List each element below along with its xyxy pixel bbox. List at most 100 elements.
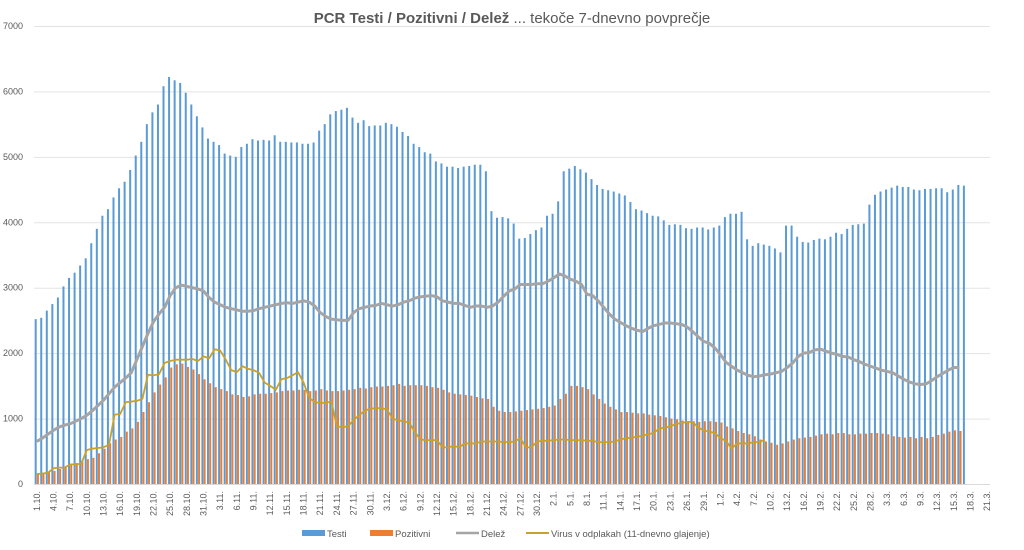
bar-pozitivni (236, 395, 239, 484)
bar-pozitivni (136, 421, 139, 484)
bar-pozitivni (709, 421, 712, 484)
legend-label: Pozitivni (395, 529, 430, 540)
bar-pozitivni (898, 436, 901, 484)
bar-testi (334, 111, 337, 484)
bar-testi (768, 245, 771, 484)
bar-pozitivni (653, 415, 656, 484)
x-tick-label: 21.11. (315, 491, 325, 515)
bar-pozitivni (364, 388, 367, 484)
x-tick-label: 25.2. (849, 491, 859, 511)
x-tick-label: 15.11. (282, 491, 292, 515)
bar-pozitivni (642, 413, 645, 484)
bar-testi (229, 155, 232, 485)
bar-pozitivni (281, 391, 284, 484)
bar-testi (629, 202, 632, 484)
bar-pozitivni (759, 439, 762, 484)
bar-pozitivni (175, 364, 178, 484)
bar-testi (484, 171, 487, 484)
bar-testi (362, 120, 365, 484)
x-tick-label: 16.10. (115, 491, 125, 516)
bar-testi (918, 190, 921, 485)
lines (36, 272, 960, 476)
bar-pozitivni (225, 391, 228, 484)
bar-pozitivni (698, 421, 701, 484)
bar-testi (835, 232, 838, 484)
bar-pozitivni (459, 394, 462, 484)
bars (34, 77, 965, 485)
bar-pozitivni (731, 428, 734, 484)
bar-testi (712, 227, 715, 484)
bar-testi (84, 258, 87, 484)
bar-pozitivni (765, 441, 767, 484)
bar-testi (218, 145, 221, 484)
bar-pozitivni (681, 420, 684, 484)
x-tick-label: 11.1. (599, 491, 609, 510)
bar-testi (34, 319, 37, 484)
x-tick-label: 29.1. (699, 491, 709, 511)
bar-testi (857, 224, 860, 484)
bar-testi (307, 143, 310, 484)
bar-testi (340, 109, 343, 484)
bar-testi (751, 245, 754, 484)
bar-pozitivni (592, 394, 595, 484)
x-tick-label: 6.3. (899, 491, 909, 506)
bar-testi (451, 166, 454, 485)
bar-pozitivni (181, 363, 184, 484)
bar-testi (201, 127, 204, 484)
bar-pozitivni (337, 391, 340, 484)
bar-testi (112, 197, 115, 485)
bar-pozitivni (70, 465, 73, 484)
x-tick-label: 19.2. (816, 491, 826, 511)
bar-pozitivni (876, 432, 879, 484)
bar-testi (618, 193, 621, 484)
bar-pozitivni (392, 385, 395, 484)
x-tick-label: 18.3. (966, 491, 976, 511)
x-tick-label: 10.10. (82, 491, 92, 516)
bar-testi (290, 142, 293, 484)
bar-pozitivni (803, 437, 806, 484)
bar-pozitivni (664, 417, 667, 484)
bar-pozitivni (870, 432, 873, 484)
bar-testi (823, 239, 826, 484)
bar-testi (151, 112, 154, 485)
bar-pozitivni (309, 391, 312, 484)
bar-pozitivni (714, 421, 717, 484)
x-tick-label: 15.3. (949, 491, 959, 511)
bar-testi (951, 189, 954, 484)
bar-testi (529, 234, 532, 484)
x-tick-label: 4.10. (49, 491, 59, 511)
bar-testi (118, 188, 121, 484)
bar-pozitivni (248, 396, 251, 484)
bar-pozitivni (242, 396, 245, 484)
bar-pozitivni (865, 433, 868, 484)
bar-testi (557, 201, 560, 484)
legend-label: Testi (327, 529, 347, 540)
bar-testi (601, 188, 604, 485)
x-tick-label: 3.3. (882, 491, 892, 506)
bar-pozitivni (203, 379, 206, 484)
bar-pozitivni (553, 405, 556, 484)
bar-pozitivni (603, 403, 606, 484)
bar-testi (123, 181, 126, 484)
bar-testi (762, 244, 765, 484)
x-tick-label: 21.12. (482, 491, 492, 516)
y-tick-label: 6000 (3, 86, 23, 96)
bar-testi (662, 220, 665, 484)
bar-testi (940, 188, 943, 484)
bar-testi (156, 104, 159, 484)
bar-testi (490, 211, 493, 484)
bar-testi (612, 191, 615, 484)
bar-pozitivni (287, 390, 289, 484)
bar-pozitivni (53, 470, 56, 484)
bar-testi (868, 204, 871, 484)
bar-pozitivni (820, 434, 823, 484)
bar-pozitivni (859, 433, 862, 484)
bar-pozitivni (931, 436, 934, 484)
x-tick-label: 22.2. (832, 491, 842, 511)
y-tick-label: 1000 (3, 414, 23, 424)
bar-testi (184, 92, 187, 485)
bar-testi (351, 117, 354, 484)
bar-testi (412, 143, 415, 484)
bar-pozitivni (742, 432, 745, 484)
bar-testi (329, 114, 332, 484)
